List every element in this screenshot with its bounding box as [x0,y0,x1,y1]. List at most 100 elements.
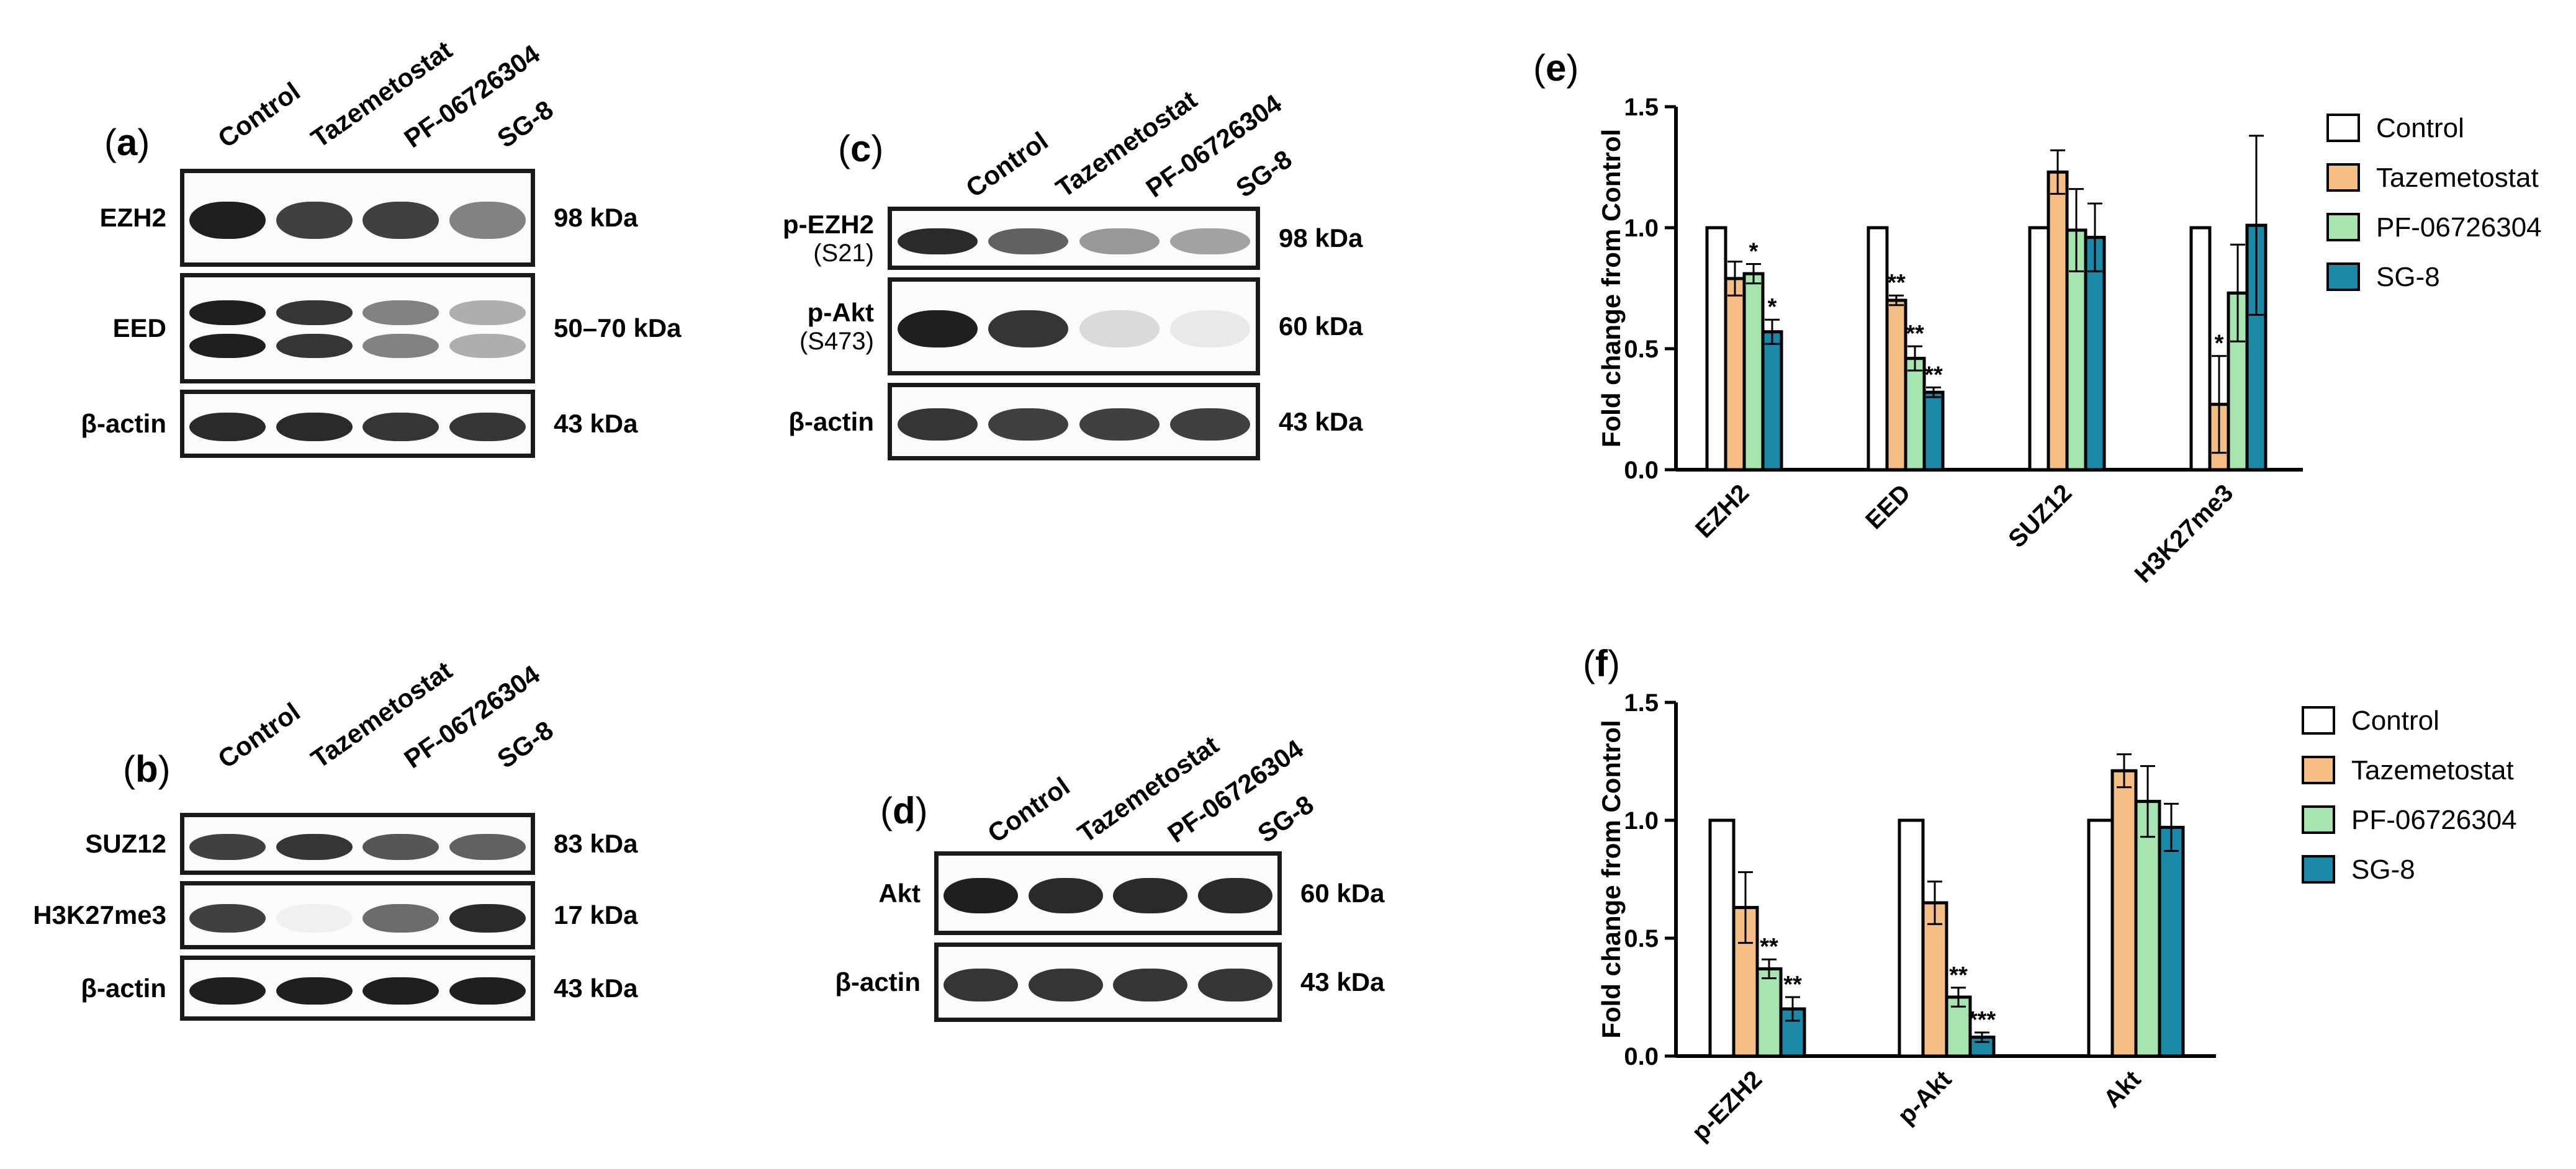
band [1079,310,1160,347]
band [449,412,526,441]
bar [1755,967,1783,1058]
x-tick-label: EZH2 [1690,479,1754,543]
band [276,834,353,860]
kda-label: 98 kDa [1279,223,1363,253]
lane-label: Control [982,771,1075,849]
row-label: EED [112,313,166,343]
significance-label: ** [1906,321,1924,347]
x-tick-label: H3K27me3 [2130,479,2239,588]
row-label: β-actin [81,973,166,1003]
lane-label: Control [960,126,1053,204]
band [1113,878,1188,914]
legend-label: Tazemetostat [2351,755,2514,786]
kda-label: 83 kDa [554,829,638,858]
band [1197,968,1272,1002]
bar [2028,226,2050,472]
bar [2065,228,2087,472]
band [897,228,978,255]
row-label: β-actin [81,409,166,438]
y-axis-label: Fold change from Control [1596,720,1626,1038]
panel-d-letter: (d) [880,790,928,831]
band [363,903,439,933]
significance-label: ** [1924,362,1943,388]
row-label: p-Akt (S473) [799,298,874,355]
band [1170,408,1251,441]
band [1197,878,1272,914]
significance-label: * [2215,331,2224,357]
band [449,903,526,933]
x-tick-label: p-EZH2 [1687,1065,1767,1146]
lane-label: SG-8 [492,94,559,154]
x-tick-label: SUZ12 [2003,479,2077,553]
band [1028,968,1103,1002]
lane-label: Control [212,697,305,774]
row-label: β-actin [788,406,874,436]
significance-label: ** [1887,270,1906,296]
y-tick-label: 0.5 [1624,336,1659,363]
panel-letter: (e) [1533,47,1578,89]
bar [1885,298,1907,472]
bar [1898,818,1925,1058]
band [988,228,1069,255]
lane-label: SG-8 [1230,144,1297,204]
panel-b-letter: (b) [123,748,171,790]
bar [2084,236,2106,472]
y-tick-label: 0.0 [1624,457,1659,484]
band [363,333,439,358]
row-label: Akt [878,878,921,908]
band [276,412,353,441]
bar [2110,769,2138,1058]
kda-label: 43 kDa [554,973,638,1003]
band [276,333,353,358]
blot-strip [934,943,1282,1022]
panel-letter-bold: f [1595,643,1608,684]
x-tick-label: p-Akt [1893,1065,1957,1129]
legend-swatch [2302,855,2335,884]
kda-label: 50–70 kDa [554,313,682,343]
chart-f: (f) 0.0 0.5 1.0 1.5 Fold change from Control *… [1583,643,2517,1146]
chart-e: (e) 0.0 0.5 1.0 1.5 Fold change from Control *… [1533,47,2542,588]
legend-swatch [2302,756,2335,784]
band [276,903,353,933]
blot-strip [180,881,535,949]
band [449,300,526,325]
band [1079,408,1160,441]
panel-letter: (f) [1583,643,1620,684]
bar [1705,226,1727,472]
bar [2087,818,2114,1058]
blot-strip [180,813,535,875]
bar [2189,226,2212,472]
legend-label: Tazemetostat [2376,163,2539,193]
kda-label: 43 kDa [1300,967,1385,997]
blot-strip [888,383,1260,460]
band [363,412,439,441]
legend-label: Control [2376,113,2464,143]
bar [1761,330,1783,472]
legend-label: SG-8 [2351,854,2415,885]
y-tick-label: 1.0 [1624,807,1659,835]
blot-strip [180,390,535,458]
bar [1921,901,1948,1058]
band [189,977,266,1005]
band [189,201,266,239]
bar [2134,800,2161,1058]
lane-label: SG-8 [1252,789,1319,849]
row-label: β-actin [835,967,921,997]
band [449,201,526,239]
significance-label: * [1768,294,1777,320]
y-tick-label: 0.0 [1624,1043,1659,1070]
row-label: H3K27me3 [33,900,166,929]
band [449,977,526,1005]
y-tick-label: 1.5 [1624,94,1659,121]
band [189,903,266,933]
row-sublabel: (S473) [799,328,874,355]
bar [2047,170,2069,472]
band [189,333,266,358]
band [897,408,978,441]
row-label: p-EZH2 (S21) [783,210,874,267]
band [1079,228,1160,255]
blot-strip [888,277,1260,375]
band [189,834,266,860]
bar [1867,226,1889,472]
row-label: SUZ12 [85,829,166,858]
